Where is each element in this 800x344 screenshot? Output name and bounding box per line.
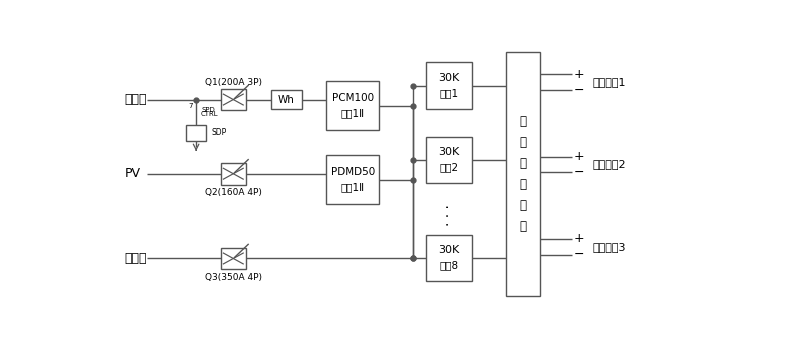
Text: 模块2: 模块2 (439, 162, 458, 172)
Text: · · ·: · · · (442, 204, 456, 226)
Bar (221, 89, 246, 110)
Bar (186, 125, 206, 141)
Bar (221, 163, 246, 185)
Text: SDP: SDP (211, 128, 227, 137)
Text: 模块1Ⅱ: 模块1Ⅱ (341, 182, 365, 192)
Text: 充电终端2: 充电终端2 (592, 160, 626, 170)
Bar (270, 90, 302, 109)
Text: 充电终端1: 充电终端1 (592, 77, 626, 87)
Bar (426, 63, 472, 109)
Text: PDMD50: PDMD50 (330, 167, 374, 177)
Text: −: − (574, 248, 584, 261)
Text: 接电网: 接电网 (125, 93, 147, 106)
Text: PCM100: PCM100 (331, 93, 374, 103)
Text: 30K: 30K (438, 73, 459, 83)
Bar (426, 235, 472, 281)
Text: −: − (574, 166, 584, 179)
Text: 模块1Ⅱ: 模块1Ⅱ (341, 108, 365, 118)
Bar (426, 137, 472, 183)
Text: Q1(200A 3P): Q1(200A 3P) (205, 78, 262, 87)
Text: SPD: SPD (201, 107, 215, 112)
Bar (506, 52, 540, 295)
Bar (326, 155, 379, 204)
Text: 充电终端3: 充电终端3 (592, 241, 626, 251)
Text: +: + (574, 150, 584, 163)
Text: +: + (574, 232, 584, 245)
Text: Q3(350A 4P): Q3(350A 4P) (205, 272, 262, 281)
Text: Wh: Wh (278, 95, 294, 105)
Text: 30K: 30K (438, 147, 459, 157)
Bar (221, 248, 246, 269)
Text: 模块8: 模块8 (439, 260, 458, 270)
Bar (326, 81, 379, 130)
Text: 柔
性
分
配
单
元: 柔 性 分 配 单 元 (520, 115, 526, 233)
Text: PV: PV (125, 167, 141, 180)
Text: +: + (574, 68, 584, 81)
Text: 电池组: 电池组 (125, 252, 147, 265)
Text: 7: 7 (189, 103, 193, 109)
Text: 30K: 30K (438, 245, 459, 255)
Text: Q2(160A 4P): Q2(160A 4P) (205, 188, 262, 197)
Text: −: − (574, 84, 584, 97)
Text: CTRL: CTRL (201, 111, 218, 117)
Text: 模块1: 模块1 (439, 88, 458, 98)
